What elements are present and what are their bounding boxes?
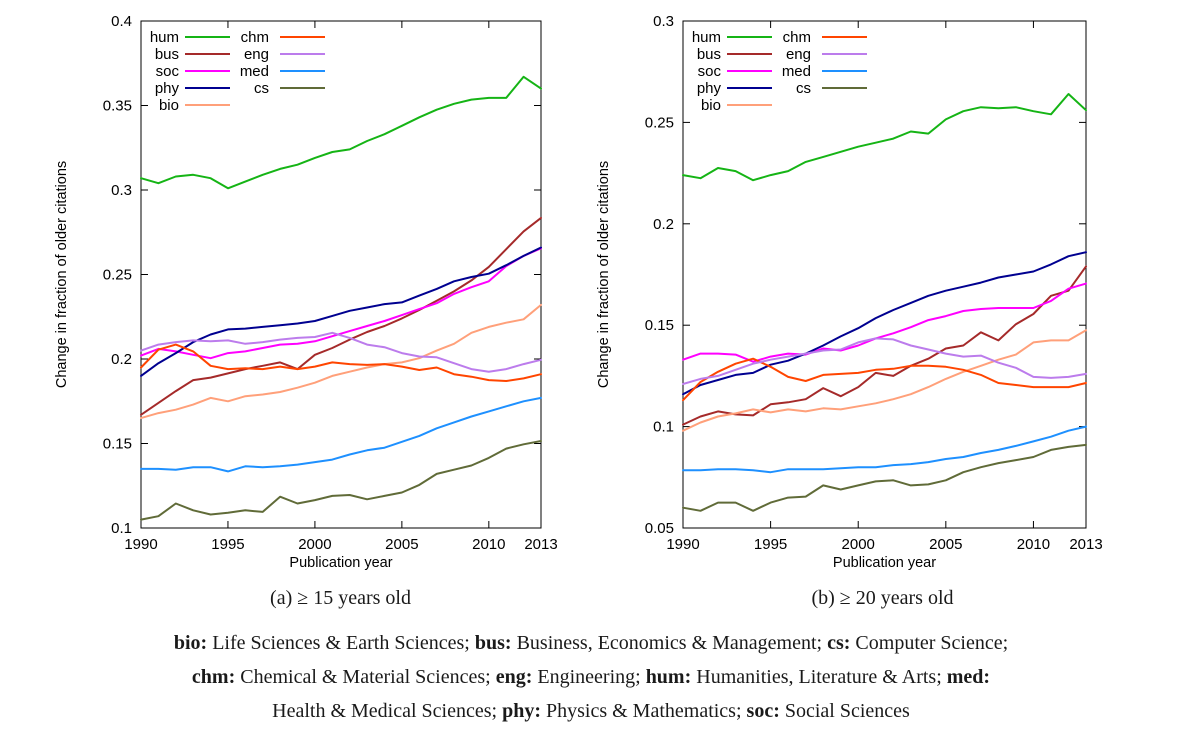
- legend-label-phy: phy: [155, 80, 180, 97]
- series-phy-line: [682, 251, 1087, 396]
- y-tick-label: 0.1: [111, 520, 132, 537]
- figure: 0.1 0.15 0.2 0.25 0.3 0.35 0.4 1990 1995 2000 2005…: [0, 0, 1182, 728]
- legend-label-eng: eng: [244, 46, 269, 63]
- y-tick-label: 0.1: [653, 419, 674, 436]
- y-tick-label: 0.3: [111, 182, 132, 199]
- footer-line: chm: Chemical & Material Sciences; eng: …: [191, 666, 991, 688]
- y-tick-label: 0.15: [645, 317, 674, 334]
- series-bio-line: [140, 303, 542, 420]
- series-chm-line: [682, 357, 1087, 402]
- legend-label-cs: cs: [796, 80, 811, 97]
- x-tick-label: 2000: [298, 536, 331, 553]
- legend-label-bio: bio: [701, 97, 721, 114]
- y-tick-label: 0.25: [103, 267, 132, 284]
- x-tick-label: 2013: [1069, 536, 1102, 553]
- series-phy-line: [140, 246, 542, 377]
- legend-label-hum: hum: [692, 29, 721, 46]
- y-tick-label: 0.15: [103, 436, 132, 453]
- legend-label-eng: eng: [786, 46, 811, 63]
- series-cs-line: [140, 440, 542, 521]
- y-tick-label: 0.2: [653, 216, 674, 233]
- x-tick-label: 1995: [211, 536, 244, 553]
- plot-border: [682, 20, 1087, 529]
- series-soc-line: [682, 282, 1087, 363]
- series-med-line: [682, 425, 1087, 474]
- legend-label-soc: soc: [156, 63, 180, 80]
- x-tick-label: 1995: [754, 536, 787, 553]
- y-axis-label: Change in fraction of older citations: [596, 161, 612, 388]
- series-bio-line: [682, 329, 1087, 432]
- legend-label-hum: hum: [150, 29, 179, 46]
- chart-a-caption: (a) ≥ 15 years old: [270, 587, 411, 609]
- chart-b-canvas: 0.05 0.1 0.15 0.2 0.25 0.3 1990 1995 2000 2005 201…: [596, 13, 1103, 571]
- x-tick-label: 2005: [929, 536, 962, 553]
- y-tick-label: 0.25: [645, 114, 674, 131]
- charts-row: 0.1 0.15 0.2 0.25 0.3 0.35 0.4 1990 1995 2000 2005…: [0, 0, 1182, 610]
- legend-label-chm: chm: [783, 29, 811, 46]
- x-tick-label: 1990: [124, 536, 157, 553]
- series-hum-line: [682, 93, 1087, 182]
- x-tick-label: 2010: [472, 536, 505, 553]
- x-tick-label: 2005: [385, 536, 418, 553]
- legend-label-chm: chm: [241, 29, 269, 46]
- legend-label-med: med: [240, 63, 269, 80]
- footer-line: bio: Life Sciences & Earth Sciences; bus…: [173, 632, 1009, 654]
- y-tick-label: 0.35: [103, 98, 132, 115]
- abbreviation-legend: bio: Life Sciences & Earth Sciences; bus…: [0, 626, 1182, 728]
- series-bus-line: [140, 216, 542, 416]
- chart-a-canvas: 0.1 0.15 0.2 0.25 0.3 0.35 0.4 1990 1995 2000 2005…: [54, 13, 558, 571]
- chart-b: 0.05 0.1 0.15 0.2 0.25 0.3 1990 1995 2000 2005 201…: [591, 0, 1182, 610]
- series-eng-line: [682, 337, 1087, 385]
- chart-b-caption: (b) ≥ 20 years old: [811, 587, 954, 609]
- x-axis-label: Publication year: [833, 555, 936, 571]
- series-soc-line: [140, 247, 542, 360]
- y-tick-label: 0.4: [111, 13, 132, 30]
- x-axis-label: Publication year: [289, 555, 392, 571]
- series-chm-line: [140, 343, 542, 382]
- y-axis-label: Change in fraction of older citations: [54, 161, 70, 388]
- x-tick-label: 2000: [842, 536, 875, 553]
- x-tick-label: 2010: [1017, 536, 1050, 553]
- series-hum-line: [140, 75, 542, 190]
- chart-a: 0.1 0.15 0.2 0.25 0.3 0.35 0.4 1990 1995 2000 2005…: [0, 0, 591, 610]
- legend-label-bus: bus: [697, 46, 721, 63]
- legend-label-bio: bio: [159, 97, 179, 114]
- legend-label-cs: cs: [254, 80, 269, 97]
- x-tick-label: 1990: [666, 536, 699, 553]
- y-tick-label: 0.2: [111, 351, 132, 368]
- series-eng-line: [140, 331, 542, 373]
- legend-label-phy: phy: [697, 80, 722, 97]
- series-med-line: [140, 396, 542, 473]
- legend-label-med: med: [782, 63, 811, 80]
- y-tick-label: 0.3: [653, 13, 674, 30]
- x-tick-label: 2013: [524, 536, 557, 553]
- footer-line: Health & Medical Sciences; phy: Physics …: [272, 700, 910, 722]
- series-cs-line: [682, 443, 1087, 512]
- legend-label-soc: soc: [698, 63, 722, 80]
- y-tick-label: 0.05: [645, 520, 674, 537]
- series-bus-line: [682, 265, 1087, 426]
- legend-label-bus: bus: [155, 46, 179, 63]
